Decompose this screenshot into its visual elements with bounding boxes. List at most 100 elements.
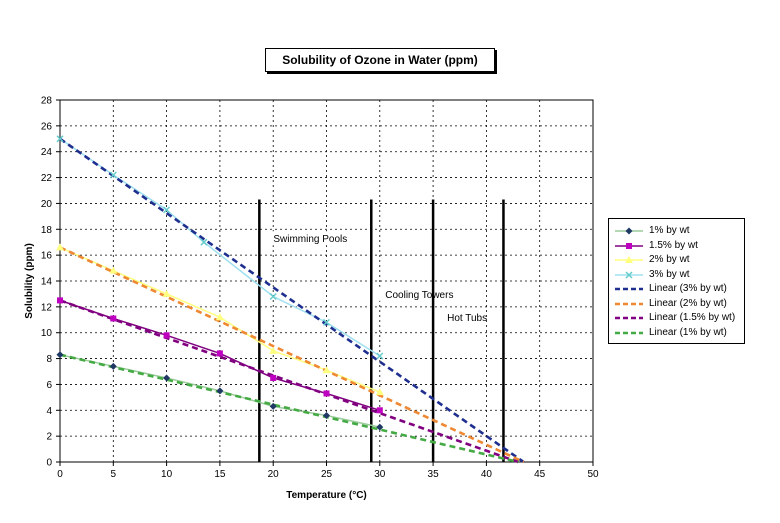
legend-label: 1.5% by wt [649, 239, 698, 251]
x-tick-label: 45 [534, 469, 546, 480]
data-point [57, 297, 63, 304]
y-tick-label: 24 [41, 147, 53, 158]
data-point [269, 402, 277, 410]
trend-line [59, 299, 519, 464]
legend-item: Linear (1% by wt) [609, 326, 744, 340]
data-point [269, 346, 278, 354]
legend-item: Linear (2% by wt) [609, 297, 744, 311]
data-point [109, 171, 117, 179]
y-tick-label: 28 [41, 96, 53, 107]
legend-label: Linear (3% by wt) [649, 283, 727, 294]
x-tick-label: 5 [111, 469, 117, 480]
y-tick-label: 6 [46, 380, 52, 391]
y-tick-label: 2 [46, 432, 52, 443]
x-tick-label: 20 [268, 469, 280, 480]
x-tick-label: 10 [161, 469, 173, 480]
legend-swatch [615, 256, 643, 263]
x-tick-label: 0 [57, 469, 63, 480]
y-tick-label: 10 [41, 328, 53, 339]
data-point [269, 292, 277, 301]
y-tick-label: 22 [41, 173, 53, 184]
data-point [109, 266, 118, 274]
legend-label: Linear (2% by wt) [649, 297, 727, 309]
legend-swatch [615, 270, 643, 279]
legend: 1% by wt 1.5% by wt 2% by wt 3% by wt Linear… [608, 218, 745, 344]
legend-label: 2% by wt [649, 254, 690, 265]
legend-item: Linear (3% by wt) [609, 282, 744, 296]
legend-swatch [615, 242, 643, 249]
data-point [200, 238, 208, 246]
point-stroke [200, 238, 208, 246]
reference-label-bg [261, 231, 349, 246]
data-point [163, 206, 171, 214]
legend-item: 2% by wt [609, 253, 744, 267]
legend-swatch [615, 331, 643, 334]
data-point [376, 352, 384, 360]
reference-lines: Swimming Pools Cooling Towers Hot Tubs [258, 199, 505, 462]
data-point [323, 411, 330, 419]
point-stroke [163, 206, 171, 214]
data-point [56, 351, 64, 359]
data-point [163, 332, 170, 339]
data-point [375, 388, 384, 396]
reference-label: Cooling Towers [385, 290, 453, 301]
data-point [376, 407, 383, 414]
data-point [216, 350, 223, 357]
y-tick-label: 18 [41, 225, 53, 236]
legend-label: Linear (1% by wt) [649, 326, 727, 338]
data-points [56, 135, 384, 431]
trend-lines [59, 137, 525, 464]
legend-swatch [615, 302, 643, 305]
legend-swatch [615, 227, 643, 235]
legend-marker [625, 227, 633, 235]
trend-line [59, 353, 519, 464]
trend-line [59, 246, 525, 464]
data-point [322, 366, 331, 374]
y-tick-label: 0 [46, 458, 52, 469]
y-tick-label: 8 [46, 354, 52, 365]
reference-label: Hot Tubs [447, 313, 487, 324]
legend-item: 1% by wt [609, 224, 744, 238]
legend-marker [626, 242, 632, 249]
x-tick-label: 50 [587, 469, 599, 480]
data-point [109, 362, 117, 370]
legend-item: 3% by wt [609, 268, 744, 282]
y-tick-label: 4 [46, 406, 52, 417]
reference-label-bg [373, 286, 461, 301]
y-axis-label: Solubility (ppm) [24, 243, 35, 319]
legend-marker [625, 256, 633, 263]
point-stroke [56, 135, 64, 143]
y-tick-label: 20 [41, 199, 53, 210]
trend-line [59, 137, 525, 464]
reference-label: Swimming Pools [273, 234, 347, 245]
x-tick-label: 25 [321, 469, 333, 480]
legend-marker [625, 270, 633, 279]
x-tick-label: 40 [481, 469, 493, 480]
x-axis-label: Temperature (°C) [286, 490, 367, 501]
point-stroke [376, 352, 384, 360]
data-lines [59, 138, 381, 428]
data-point [163, 374, 171, 382]
data-point [56, 243, 64, 251]
x-tick-label: 35 [428, 469, 440, 480]
point-stroke [322, 318, 331, 326]
data-point [322, 318, 331, 326]
data-point [270, 374, 277, 381]
point-stroke [269, 292, 277, 301]
legend-label: 3% by wt [649, 268, 690, 280]
data-point [215, 313, 224, 321]
grid [60, 100, 593, 462]
data-point [216, 387, 224, 395]
legend-swatch [615, 316, 643, 320]
data-point [376, 423, 384, 431]
data-point [56, 135, 64, 143]
point-stroke [625, 270, 633, 279]
y-tick-label: 14 [41, 277, 53, 288]
reference-label-bg [435, 310, 485, 325]
data-point [162, 289, 171, 297]
legend-label: 1% by wt [649, 225, 690, 236]
chart-title: Solubility of Ozone in Water (ppm) [265, 48, 495, 72]
y-tick-label: 26 [41, 121, 53, 132]
point-stroke [109, 171, 117, 179]
